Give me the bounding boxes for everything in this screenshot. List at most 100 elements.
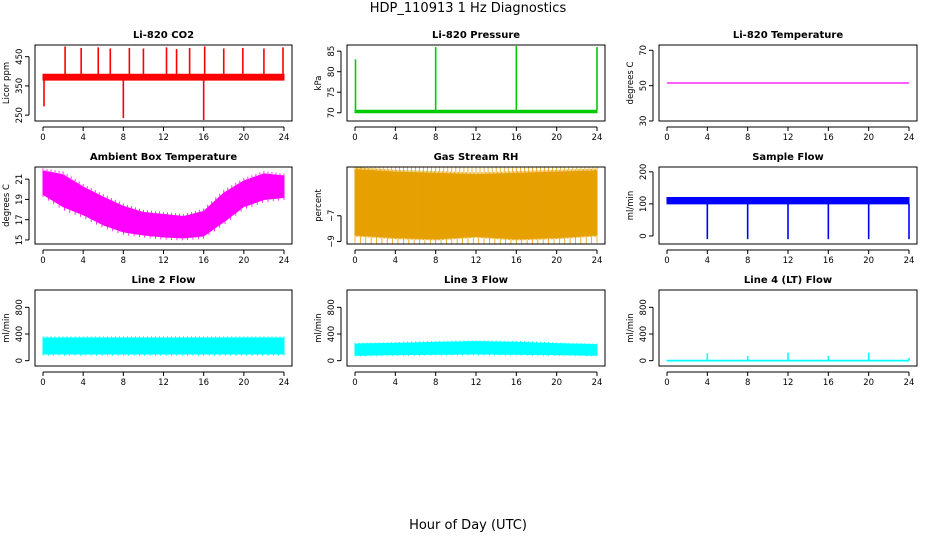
y-axis-label: ml/min bbox=[626, 191, 636, 221]
series-band bbox=[666, 359, 910, 362]
y-tick-label: 350 bbox=[15, 78, 25, 94]
plot-frame bbox=[658, 44, 918, 122]
x-tick-label: 16 bbox=[823, 133, 834, 143]
y-tick-label: 85 bbox=[327, 46, 337, 57]
y-axis-label: kPa bbox=[314, 76, 324, 91]
y-tick-label: 70 bbox=[327, 107, 337, 118]
y-tick-label: 100 bbox=[639, 196, 649, 212]
x-tick-label: 0 bbox=[40, 133, 45, 143]
x-tick-label: 8 bbox=[433, 133, 438, 143]
panel-title: Li-820 Temperature bbox=[733, 30, 843, 41]
x-tick-label: 4 bbox=[80, 256, 85, 266]
y-tick-label: 30 bbox=[639, 116, 649, 127]
x-axis-title: Hour of Day (UTC) bbox=[409, 518, 527, 533]
y-tick-label: 0 bbox=[15, 358, 25, 363]
series-band bbox=[42, 73, 285, 81]
y-axis-label: percent bbox=[314, 189, 324, 222]
x-tick-label: 24 bbox=[279, 256, 290, 266]
x-tick-label: 8 bbox=[433, 378, 438, 388]
chart-panel-rh: Gas Stream RH percent 0 4 8 12 16 20 24 −9 −7 bbox=[314, 152, 606, 266]
chart-panel-pressure: Li-820 Pressure kPa 0 4 8 12 16 20 24 70 75 80 85 bbox=[314, 30, 606, 143]
chart-panel-line4: Line 4 (LT) Flow ml/min 0 4 8 12 16 20 24 0 400 800 bbox=[626, 275, 918, 388]
x-tick-label: 8 bbox=[121, 378, 126, 388]
y-tick-label: 200 bbox=[639, 164, 649, 180]
x-tick-label: 16 bbox=[823, 256, 834, 266]
series-band bbox=[354, 109, 598, 114]
y-tick-label: 400 bbox=[639, 326, 649, 342]
y-tick-label: 450 bbox=[15, 49, 25, 65]
x-tick-label: 20 bbox=[238, 256, 249, 266]
y-tick-label: 80 bbox=[327, 66, 337, 77]
series-sample bbox=[666, 197, 910, 240]
x-tick-label: 24 bbox=[904, 256, 915, 266]
plot-frame bbox=[34, 166, 293, 245]
series-ambient bbox=[42, 168, 285, 241]
x-tick-label: 8 bbox=[745, 256, 750, 266]
x-tick-label: 4 bbox=[80, 133, 85, 143]
plot-frame bbox=[346, 166, 606, 245]
plot-frame bbox=[658, 166, 918, 245]
y-tick-label: 70 bbox=[639, 45, 649, 56]
y-tick-label: 17 bbox=[15, 214, 25, 225]
y-tick-label: 250 bbox=[15, 107, 25, 123]
y-tick-label: 800 bbox=[15, 299, 25, 315]
y-tick-label: 0 bbox=[327, 358, 337, 363]
x-tick-label: 24 bbox=[279, 133, 290, 143]
x-tick-label: 0 bbox=[664, 256, 669, 266]
x-tick-label: 4 bbox=[705, 378, 710, 388]
x-tick-label: 12 bbox=[158, 256, 169, 266]
series-co2 bbox=[42, 46, 285, 120]
x-tick-label: 24 bbox=[279, 378, 290, 388]
chart-panel-line3: Line 3 Flow ml/min 0 4 8 12 16 20 24 0 400 800 bbox=[314, 275, 606, 388]
x-tick-label: 16 bbox=[198, 378, 209, 388]
y-tick-label: 75 bbox=[327, 87, 337, 98]
x-tick-label: 8 bbox=[433, 256, 438, 266]
y-tick-label: 0 bbox=[639, 358, 649, 363]
y-axis-label: Licor ppm bbox=[2, 62, 12, 104]
x-tick-label: 20 bbox=[551, 378, 562, 388]
x-tick-label: 0 bbox=[352, 256, 357, 266]
plot-frame bbox=[346, 44, 606, 122]
x-tick-label: 0 bbox=[40, 378, 45, 388]
x-tick-label: 8 bbox=[121, 256, 126, 266]
x-tick-label: 8 bbox=[745, 133, 750, 143]
x-tick-label: 24 bbox=[592, 378, 603, 388]
x-tick-label: 4 bbox=[80, 378, 85, 388]
x-tick-label: 16 bbox=[511, 133, 522, 143]
x-tick-label: 12 bbox=[471, 133, 482, 143]
panel-title: Ambient Box Temperature bbox=[90, 152, 237, 163]
x-tick-label: 12 bbox=[471, 256, 482, 266]
x-tick-label: 20 bbox=[863, 133, 874, 143]
y-tick-label: 21 bbox=[15, 174, 25, 185]
y-axis-label: degrees C bbox=[2, 184, 12, 227]
x-tick-label: 24 bbox=[592, 256, 603, 266]
chart-panel-temp: Li-820 Temperature degrees C 0 4 8 12 16 20 24 30… bbox=[626, 30, 918, 143]
x-tick-label: 4 bbox=[705, 256, 710, 266]
x-tick-label: 16 bbox=[511, 378, 522, 388]
x-tick-label: 16 bbox=[511, 256, 522, 266]
plot-frame bbox=[34, 44, 293, 122]
x-tick-label: 0 bbox=[352, 378, 357, 388]
y-tick-label: 15 bbox=[15, 235, 25, 246]
panel-title: Line 2 Flow bbox=[132, 275, 196, 286]
x-tick-label: 12 bbox=[158, 378, 169, 388]
panel-title: Sample Flow bbox=[752, 152, 824, 163]
y-tick-label: −7 bbox=[327, 210, 337, 223]
x-tick-label: 4 bbox=[393, 256, 398, 266]
y-tick-label: 50 bbox=[639, 80, 649, 91]
chart-panel-sample: Sample Flow ml/min 0 4 8 12 16 20 24 0 100 200 bbox=[626, 152, 918, 266]
chart-panel-ambient: Ambient Box Temperature degrees C 0 4 8 12 16 2… bbox=[2, 152, 293, 266]
x-tick-label: 12 bbox=[783, 256, 794, 266]
figure-title: HDP_110913 1 Hz Diagnostics bbox=[369, 1, 567, 16]
x-tick-label: 20 bbox=[551, 256, 562, 266]
x-tick-label: 20 bbox=[863, 378, 874, 388]
panel-title: Gas Stream RH bbox=[434, 152, 519, 163]
x-tick-label: 12 bbox=[471, 378, 482, 388]
y-tick-label: 800 bbox=[327, 299, 337, 315]
panel-title: Line 3 Flow bbox=[444, 275, 508, 286]
x-tick-label: 12 bbox=[158, 133, 169, 143]
x-tick-label: 16 bbox=[198, 256, 209, 266]
y-axis-label: ml/min bbox=[626, 313, 636, 343]
x-tick-label: 12 bbox=[783, 378, 794, 388]
